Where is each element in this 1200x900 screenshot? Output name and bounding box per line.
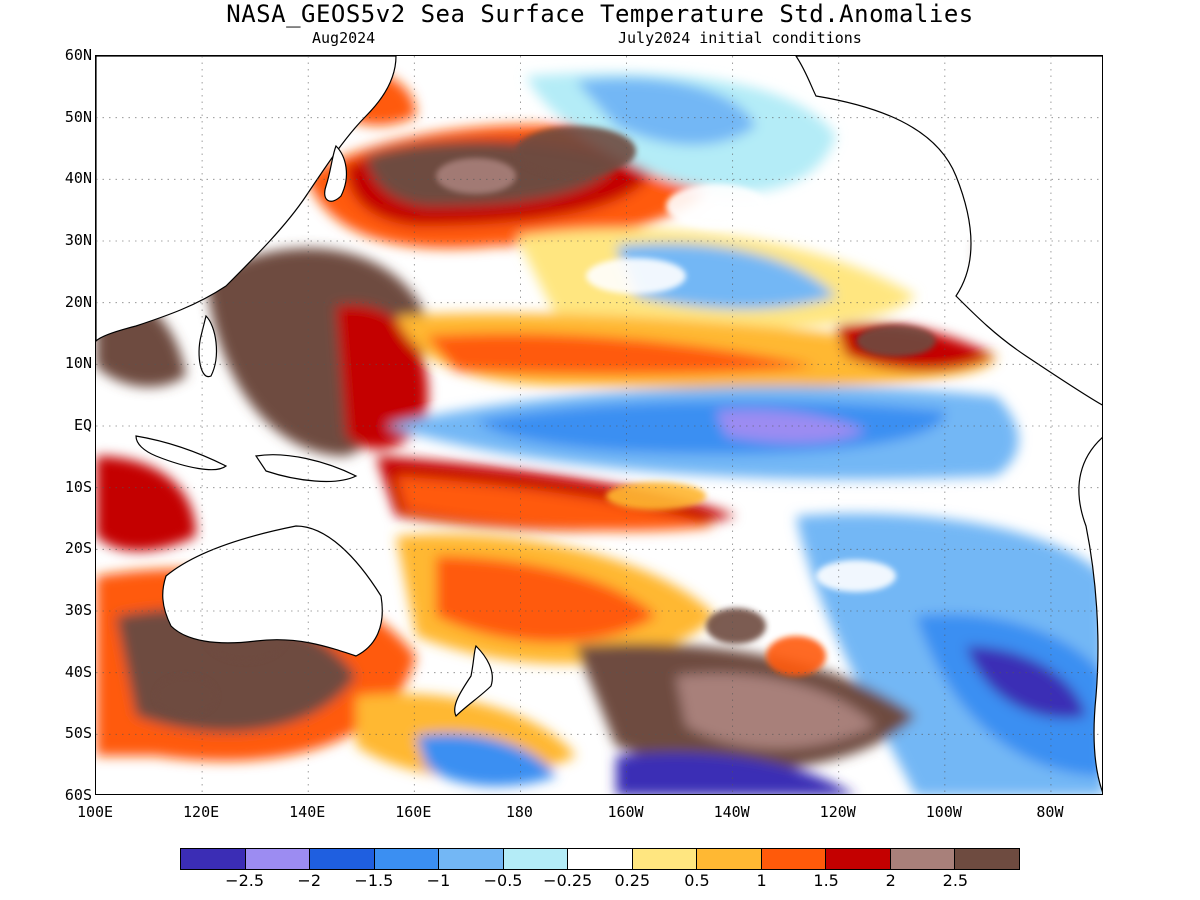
colorbar-tick-label: −0.25 [543,871,593,890]
lat-tick-label: 20S [64,539,92,558]
colorbar-swatch [503,849,569,869]
colorbar [180,848,1020,870]
colorbar-tick-label: 1.5 [813,871,839,890]
colorbar-swatch [181,849,246,869]
colorbar-tick-label: −2 [297,871,322,890]
lon-tick-label: 100W [925,803,962,821]
colorbar-swatch [439,849,504,869]
colorbar-swatch [761,849,827,869]
lat-tick-label: 10N [64,354,92,373]
colorbar-tick-label: 2.5 [942,871,969,890]
lon-tick-label: 120E [183,803,220,821]
lat-tick-label: 10S [64,477,92,496]
land-masses [96,56,1102,793]
chart-title: NASA_GEOS5v2 Sea Surface Temperature Std… [226,0,974,28]
colorbar-tick-label: 0.25 [614,871,651,890]
colorbar-tick-label: 2 [885,871,896,890]
sst-anomaly-map [95,55,1103,795]
initial-conditions-label: July2024 initial conditions [618,29,862,47]
lat-tick-label: 20N [64,292,92,311]
anomaly-map-canvas [96,56,1102,794]
lat-tick-label: 30N [64,231,92,249]
colorbar-tick-label: −0.5 [483,871,523,890]
valid-month-label: Aug2024 [312,29,376,47]
lat-tick-label: 50N [64,107,92,126]
colorbar-tick-label: 1 [756,871,767,890]
lon-tick-label: 120W [819,803,856,821]
colorbar-swatch [310,849,375,869]
lon-tick-label: 140E [289,803,326,821]
anomaly-field [96,65,1102,794]
colorbar-swatch [890,849,956,869]
lon-tick-label: 100E [76,803,114,821]
lat-tick-label: 40S [64,662,92,681]
lat-tick-label: 40N [64,169,92,188]
lon-tick-label: 180 [505,803,533,821]
lat-tick-label: EQ [73,416,92,434]
lat-lon-grid [96,56,1102,794]
colorbar-swatch [632,849,698,869]
lat-tick-label: 60S [64,786,92,804]
lon-tick-label: 80W [1036,803,1064,821]
colorbar-swatch [826,849,891,869]
colorbar-tick-label: 0.5 [684,871,710,890]
colorbar-tick-label: −1 [426,871,451,890]
colorbar-swatch [697,849,762,869]
lon-tick-label: 160E [395,803,432,821]
colorbar-tick-label: −2.5 [225,871,265,890]
lat-tick-label: 60N [64,46,92,64]
lat-tick-label: 50S [64,724,92,743]
lon-tick-label: 160W [607,803,644,821]
lon-tick-label: 140W [713,803,750,821]
colorbar-swatch [955,849,1019,869]
colorbar-tick-label: −1.5 [354,871,394,890]
colorbar-swatch [374,849,440,869]
colorbar-swatch [245,849,311,869]
colorbar-swatch [568,849,633,869]
lat-tick-label: 30S [64,601,92,619]
